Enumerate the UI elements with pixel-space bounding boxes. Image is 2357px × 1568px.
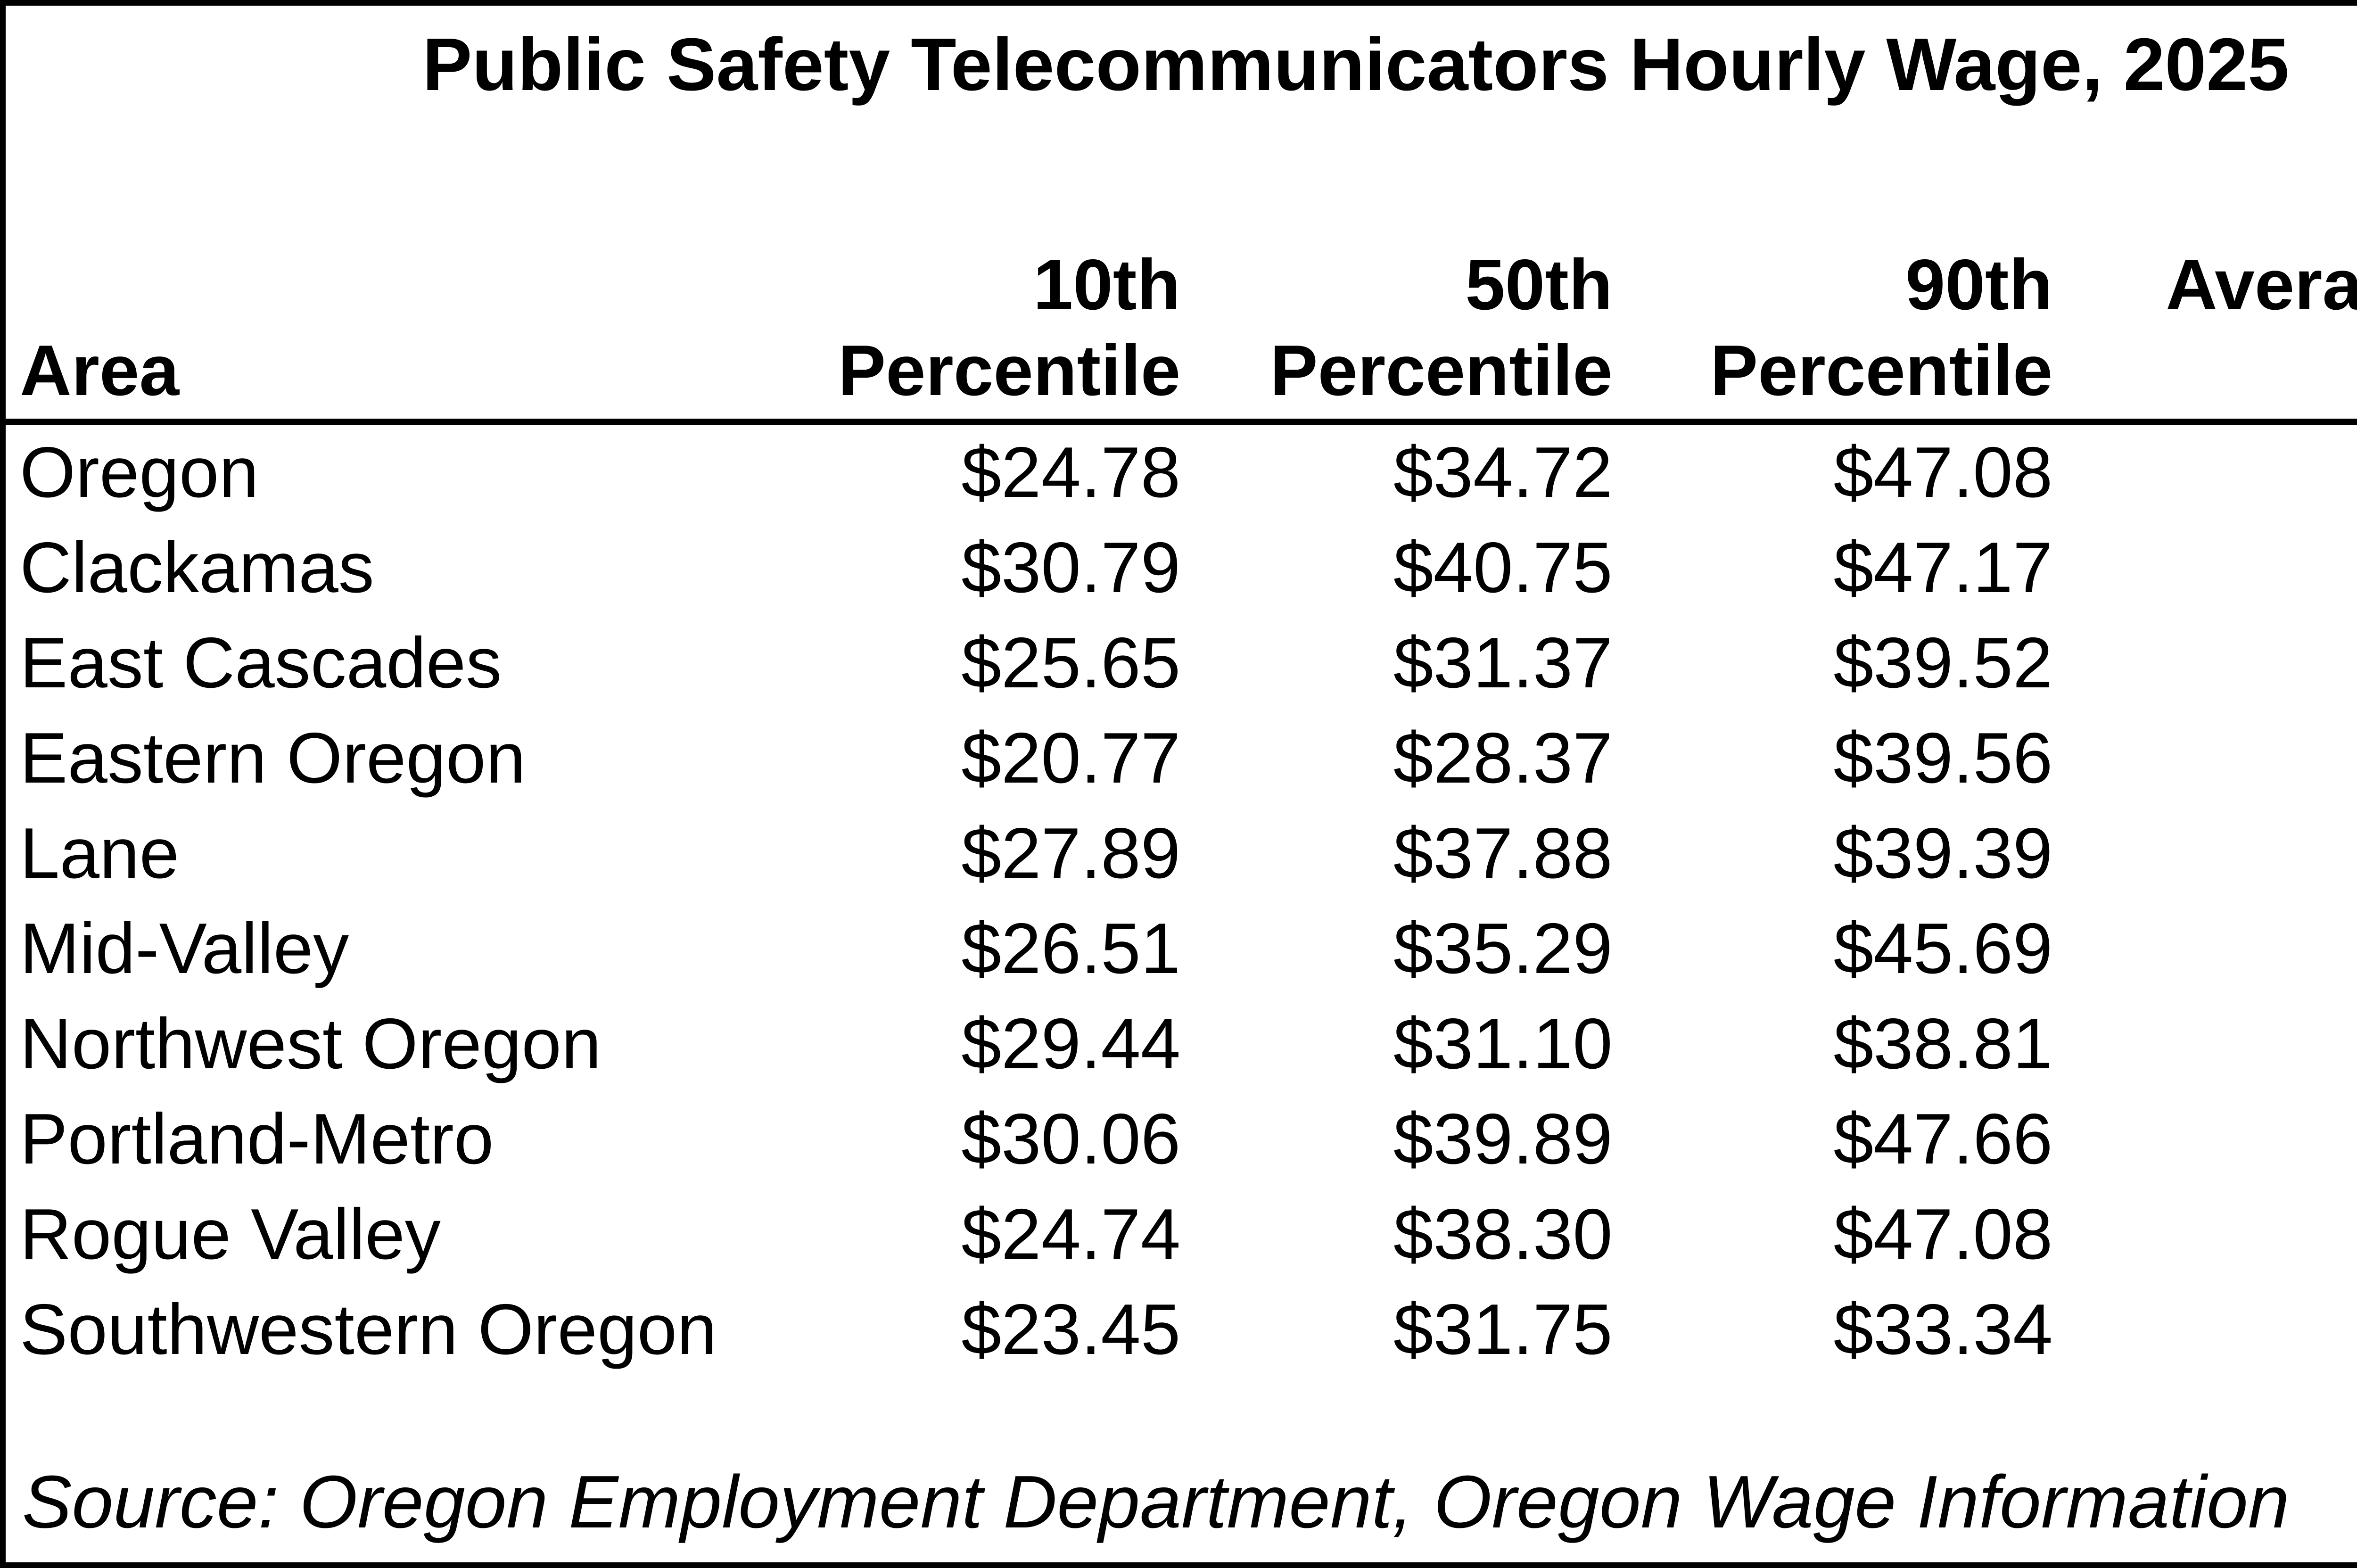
area-cell: Lane: [20, 813, 180, 894]
wage-cell-10th: $23.45: [961, 1289, 1181, 1370]
area-cell: East Cascades: [20, 623, 502, 703]
area-cell: Southwestern Oregon: [20, 1289, 717, 1370]
column-header-50th-percentile: 50th Percentile: [1194, 242, 1626, 425]
wage-cell-50th: $28.37: [1393, 718, 1613, 799]
wage-cell-average: $31.72: [2066, 616, 2357, 711]
column-header-90th-percentile: 90th Percentile: [1625, 242, 2066, 425]
wage-cell-50th: $37.88: [1393, 813, 1613, 894]
table-row-mid-valley: Mid-Valley $26.51 $35.29 $45.69 $35.69: [6, 901, 2357, 997]
column-header-area: Area: [6, 242, 762, 425]
header-line: 90th: [1905, 245, 2053, 325]
wage-cell-90th: $39.56: [1833, 718, 2053, 799]
wage-cell-average: $35.04: [2066, 422, 2357, 520]
wage-cell-50th: $31.37: [1393, 623, 1613, 703]
wage-cell-90th: $33.34: [1833, 1289, 2053, 1370]
wage-cell-average: $39.18: [2066, 1092, 2357, 1187]
table-row-oregon: Oregon $24.78 $34.72 $47.08 $35.04: [6, 422, 2357, 520]
wage-cell-50th: $31.75: [1393, 1289, 1613, 1370]
wage-cell-average: $35.69: [2066, 901, 2357, 997]
area-cell: Oregon: [20, 432, 259, 513]
wage-cell-50th: $38.30: [1393, 1194, 1613, 1275]
area-cell: Eastern Oregon: [20, 718, 526, 799]
wage-cell-average: $36.12: [2066, 1187, 2357, 1282]
spacer: [6, 1378, 2357, 1455]
header-row: Area 10th Percentile 50th Percentile 90t…: [6, 242, 2357, 425]
wage-table: Area 10th Percentile 50th Percentile 90t…: [6, 242, 2357, 1378]
source-note: Source: Oregon Employment Department, Or…: [22, 1461, 2290, 1543]
wage-cell-90th: $39.52: [1833, 623, 2053, 703]
table-header: Area 10th Percentile 50th Percentile 90t…: [6, 242, 2357, 425]
area-cell: Rogue Valley: [20, 1194, 441, 1275]
wage-cell-90th: $38.81: [1833, 1004, 2053, 1084]
table-body: Oregon $24.78 $34.72 $47.08 $35.04 Clack…: [6, 422, 2357, 1378]
wage-cell-90th: $45.69: [1833, 908, 2053, 989]
table-row-clackamas: Clackamas $30.79 $40.75 $47.17 $38.80: [6, 520, 2357, 616]
wage-cell-10th: $20.77: [961, 718, 1181, 799]
header-line: Percentile: [1270, 330, 1613, 411]
wage-cell-10th: $30.06: [961, 1099, 1181, 1180]
header-line: 50th: [1465, 245, 1613, 325]
page-title: Public Safety Telecommunicators Hourly W…: [422, 23, 2290, 106]
wage-cell-50th: $39.89: [1393, 1099, 1613, 1180]
wage-cell-90th: $39.39: [1833, 813, 2053, 894]
table-row-eastern-oregon: Eastern Oregon $20.77 $28.37 $39.56 $28.…: [6, 711, 2357, 806]
table-row-southwestern-oregon: Southwestern Oregon $23.45 $31.75 $33.34…: [6, 1282, 2357, 1378]
wage-cell-90th: $47.17: [1833, 528, 2053, 608]
column-header-10th-percentile: 10th Percentile: [761, 242, 1194, 425]
wage-cell-average: $28.17: [2066, 711, 2357, 806]
header-line: Percentile: [838, 330, 1181, 411]
wage-cell-average: $28.54: [2066, 1282, 2357, 1378]
wage-cell-10th: $24.74: [961, 1194, 1181, 1275]
table-row-northwest-oregon: Northwest Oregon $29.44 $31.10 $38.81 $3…: [6, 997, 2357, 1092]
wage-cell-50th: $35.29: [1393, 908, 1613, 989]
wage-cell-10th: $29.44: [961, 1004, 1181, 1084]
table-row-rogue-valley: Rogue Valley $24.74 $38.30 $47.08 $36.12: [6, 1187, 2357, 1282]
wage-cell-50th: $40.75: [1393, 528, 1613, 608]
table-row-portland-metro: Portland-Metro $30.06 $39.89 $47.66 $39.…: [6, 1092, 2357, 1187]
header-line: Percentile: [1710, 330, 2053, 411]
area-cell: Clackamas: [20, 528, 374, 608]
table-row-lane: Lane $27.89 $37.88 $39.39 $35.32: [6, 806, 2357, 901]
wage-cell-90th: $47.08: [1833, 432, 2053, 513]
wage-cell-average: $35.32: [2066, 806, 2357, 901]
wage-cell-10th: $27.89: [961, 813, 1181, 894]
wage-cell-10th: $24.78: [961, 432, 1181, 513]
wage-cell-90th: $47.08: [1833, 1194, 2053, 1275]
area-cell: Northwest Oregon: [20, 1004, 602, 1084]
header-line: Average Hourly: [2166, 245, 2357, 325]
header-line: Wage: [2066, 328, 2357, 413]
area-cell: Portland-Metro: [20, 1099, 494, 1180]
wage-cell-10th: $26.51: [961, 908, 1181, 989]
area-cell: Mid-Valley: [20, 908, 349, 989]
wage-cell-average: $32.43: [2066, 997, 2357, 1092]
column-header-average-hourly-wage: Average Hourly Wage: [2066, 242, 2357, 425]
wage-cell-10th: $30.79: [961, 528, 1181, 608]
table-row-east-cascades: East Cascades $25.65 $31.37 $39.52 $31.7…: [6, 616, 2357, 711]
wage-cell-90th: $47.66: [1833, 1099, 2053, 1180]
wage-cell-50th: $31.10: [1393, 1004, 1613, 1084]
wage-cell-50th: $34.72: [1393, 432, 1613, 513]
wage-cell-average: $38.80: [2066, 520, 2357, 616]
wage-cell-10th: $25.65: [961, 623, 1181, 703]
header-line: 10th: [1033, 245, 1181, 325]
